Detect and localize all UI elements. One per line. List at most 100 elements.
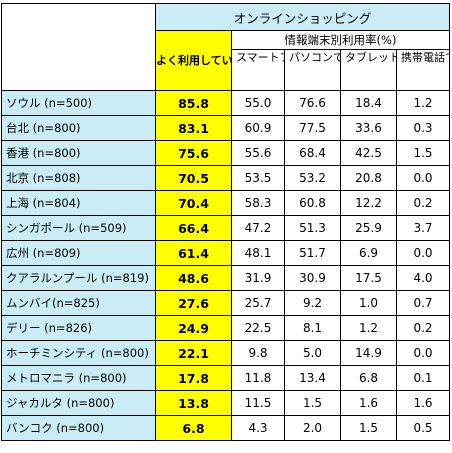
total-cell: 70.5 — [155, 165, 232, 191]
value-cell: 9.8 — [231, 340, 285, 366]
value-cell: 60.9 — [231, 115, 285, 141]
value-cell: 4.3 — [231, 415, 285, 441]
device-header: タブレット端末で — [340, 49, 397, 91]
value-cell: 60.8 — [284, 190, 341, 216]
value-cell: 0.2 — [396, 190, 450, 216]
table-row: 北京 (n=808) 70.5 53.5 53.2 20.8 0.0 — [1, 165, 450, 191]
value-cell: 11.5 — [231, 390, 285, 416]
value-cell: 0.0 — [396, 165, 450, 191]
value-cell: 1.5 — [340, 415, 397, 441]
city-cell: クアラルンプール (n=819) — [1, 265, 156, 291]
table-row: メトロマニラ (n=800) 17.8 11.8 13.4 6.8 0.1 — [1, 365, 450, 391]
table-row: クアラルンプール (n=819) 48.6 31.9 30.9 17.5 4.0 — [1, 265, 450, 291]
value-cell: 51.3 — [284, 215, 341, 241]
value-cell: 55.0 — [231, 90, 285, 116]
table-row: 広州 (n=809) 61.4 48.1 51.7 6.9 0.0 — [1, 240, 450, 266]
city-cell: ホーチミンシティ (n=800) — [1, 340, 156, 366]
corner-cell — [1, 3, 156, 91]
value-cell: 25.7 — [231, 290, 285, 316]
value-cell: 58.3 — [231, 190, 285, 216]
value-cell: 76.6 — [284, 90, 341, 116]
table-row: ムンバイ(n=825) 27.6 25.7 9.2 1.0 0.7 — [1, 290, 450, 316]
value-cell: 42.5 — [340, 140, 397, 166]
value-cell: 22.5 — [231, 315, 285, 341]
value-cell: 5.0 — [284, 340, 341, 366]
main-header: オンラインショッピング — [155, 3, 450, 31]
value-cell: 14.9 — [340, 340, 397, 366]
city-cell: ムンバイ(n=825) — [1, 290, 156, 316]
value-cell: 12.2 — [340, 190, 397, 216]
value-cell: 1.6 — [396, 390, 450, 416]
city-cell: デリー (n=826) — [1, 315, 156, 341]
table-row: 台北 (n=800) 83.1 60.9 77.5 33.6 0.3 — [1, 115, 450, 141]
total-cell: 83.1 — [155, 115, 232, 141]
value-cell: 51.7 — [284, 240, 341, 266]
value-cell: 1.2 — [396, 90, 450, 116]
value-cell: 4.0 — [396, 265, 450, 291]
value-cell: 0.5 — [396, 415, 450, 441]
city-cell: シンガポール (n=509) — [1, 215, 156, 241]
value-cell: 0.3 — [396, 115, 450, 141]
value-cell: 55.6 — [231, 140, 285, 166]
total-cell: 13.8 — [155, 390, 232, 416]
value-cell: 3.7 — [396, 215, 450, 241]
table-row: ソウル (n=500) 85.8 55.0 76.6 18.4 1.2 — [1, 90, 450, 116]
table-row: 香港 (n=800) 75.6 55.6 68.4 42.5 1.5 — [1, 140, 450, 166]
value-cell: 53.2 — [284, 165, 341, 191]
total-cell: 6.8 — [155, 415, 232, 441]
value-cell: 18.4 — [340, 90, 397, 116]
value-cell: 11.8 — [231, 365, 285, 391]
device-usage-header: 情報端末別利用率(%) — [231, 30, 450, 50]
value-cell: 17.5 — [340, 265, 397, 291]
total-cell: 17.8 — [155, 365, 232, 391]
total-cell: 22.1 — [155, 340, 232, 366]
value-cell: 30.9 — [284, 265, 341, 291]
total-cell: 61.4 — [155, 240, 232, 266]
value-cell: 2.0 — [284, 415, 341, 441]
device-header: スマートフォンで — [231, 49, 285, 91]
value-cell: 53.5 — [231, 165, 285, 191]
total-cell: 24.9 — [155, 315, 232, 341]
city-cell: 北京 (n=808) — [1, 165, 156, 191]
device-header: 携帯電話で — [396, 49, 450, 91]
table-row: 上海 (n=804) 70.4 58.3 60.8 12.2 0.2 — [1, 190, 450, 216]
table-row: デリー (n=826) 24.9 22.5 8.1 1.2 0.2 — [1, 315, 450, 341]
value-cell: 1.5 — [284, 390, 341, 416]
online-shopping-table: オンラインショッピング よく利用している<計> 情報端末別利用率(%) スマート… — [1, 3, 450, 441]
value-cell: 77.5 — [284, 115, 341, 141]
value-cell: 1.2 — [340, 315, 397, 341]
value-cell: 13.4 — [284, 365, 341, 391]
value-cell: 48.1 — [231, 240, 285, 266]
city-cell: バンコク (n=800) — [1, 415, 156, 441]
city-cell: 広州 (n=809) — [1, 240, 156, 266]
value-cell: 8.1 — [284, 315, 341, 341]
city-cell: 上海 (n=804) — [1, 190, 156, 216]
value-cell: 0.1 — [396, 365, 450, 391]
value-cell: 0.0 — [396, 240, 450, 266]
city-cell: ソウル (n=500) — [1, 90, 156, 116]
value-cell: 47.2 — [231, 215, 285, 241]
total-cell: 75.6 — [155, 140, 232, 166]
device-header: パソコンで — [284, 49, 341, 91]
value-cell: 0.0 — [396, 340, 450, 366]
city-cell: メトロマニラ (n=800) — [1, 365, 156, 391]
total-cell: 48.6 — [155, 265, 232, 291]
value-cell: 1.6 — [340, 390, 397, 416]
table-row: ジャカルタ (n=800) 13.8 11.5 1.5 1.6 1.6 — [1, 390, 450, 416]
value-cell: 31.9 — [231, 265, 285, 291]
value-cell: 1.5 — [396, 140, 450, 166]
value-cell: 68.4 — [284, 140, 341, 166]
value-cell: 9.2 — [284, 290, 341, 316]
city-cell: 香港 (n=800) — [1, 140, 156, 166]
total-cell: 66.4 — [155, 215, 232, 241]
table-row: バンコク (n=800) 6.8 4.3 2.0 1.5 0.5 — [1, 415, 450, 441]
total-cell: 27.6 — [155, 290, 232, 316]
value-cell: 6.8 — [340, 365, 397, 391]
city-cell: 台北 (n=800) — [1, 115, 156, 141]
highlight-header: よく利用している<計> — [155, 30, 232, 91]
value-cell: 0.2 — [396, 315, 450, 341]
value-cell: 20.8 — [340, 165, 397, 191]
value-cell: 25.9 — [340, 215, 397, 241]
city-cell: ジャカルタ (n=800) — [1, 390, 156, 416]
